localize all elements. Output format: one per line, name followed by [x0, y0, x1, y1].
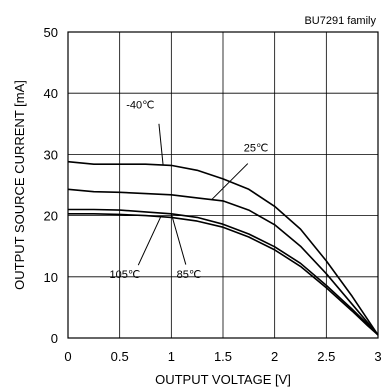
series-label-2: 85℃	[177, 269, 202, 281]
series-label-3: 105℃	[109, 269, 140, 281]
series-line-0	[67, 160, 379, 336]
x-tick-label-2: 1	[168, 349, 175, 364]
series-leader-line-1	[211, 163, 249, 201]
series-annotations: -40℃ 25℃ 85℃ 105℃	[109, 100, 268, 282]
y-tick-label-1: 10	[44, 270, 58, 285]
y-tick-label-2: 20	[44, 209, 58, 224]
y-tick-label-4: 40	[44, 86, 58, 101]
series-leader-line-0	[158, 123, 164, 165]
series-line-3	[68, 213, 379, 336]
series-leader-line-3	[137, 216, 162, 266]
x-tick-label-0: 0	[64, 349, 71, 364]
x-tick-label-4: 2	[271, 349, 278, 364]
x-tick-label-1: 0.5	[111, 349, 129, 364]
x-tick-label-5: 2.5	[317, 349, 335, 364]
y-axis-title: OUTPUT SOURCE CURRENT [mA]	[12, 80, 27, 290]
series-line-2	[68, 208, 379, 336]
x-axis-title: OUTPUT VOLTAGE [V]	[155, 372, 291, 387]
y-tick-label-5: 50	[44, 25, 58, 40]
x-tick-label-6: 3	[374, 349, 381, 364]
y-tick-label-3: 30	[44, 147, 58, 162]
series-leader-line-2	[170, 213, 187, 265]
series-line-1	[67, 188, 379, 336]
series-label-0: -40℃	[126, 100, 154, 112]
plot-frame	[67, 31, 379, 339]
x-tick-label-3: 1.5	[214, 349, 232, 364]
series-layer	[67, 160, 379, 336]
family-label: BU7291 family	[304, 15, 376, 27]
y-tick-label-0: 0	[51, 331, 58, 346]
series-label-1: 25℃	[244, 142, 269, 154]
